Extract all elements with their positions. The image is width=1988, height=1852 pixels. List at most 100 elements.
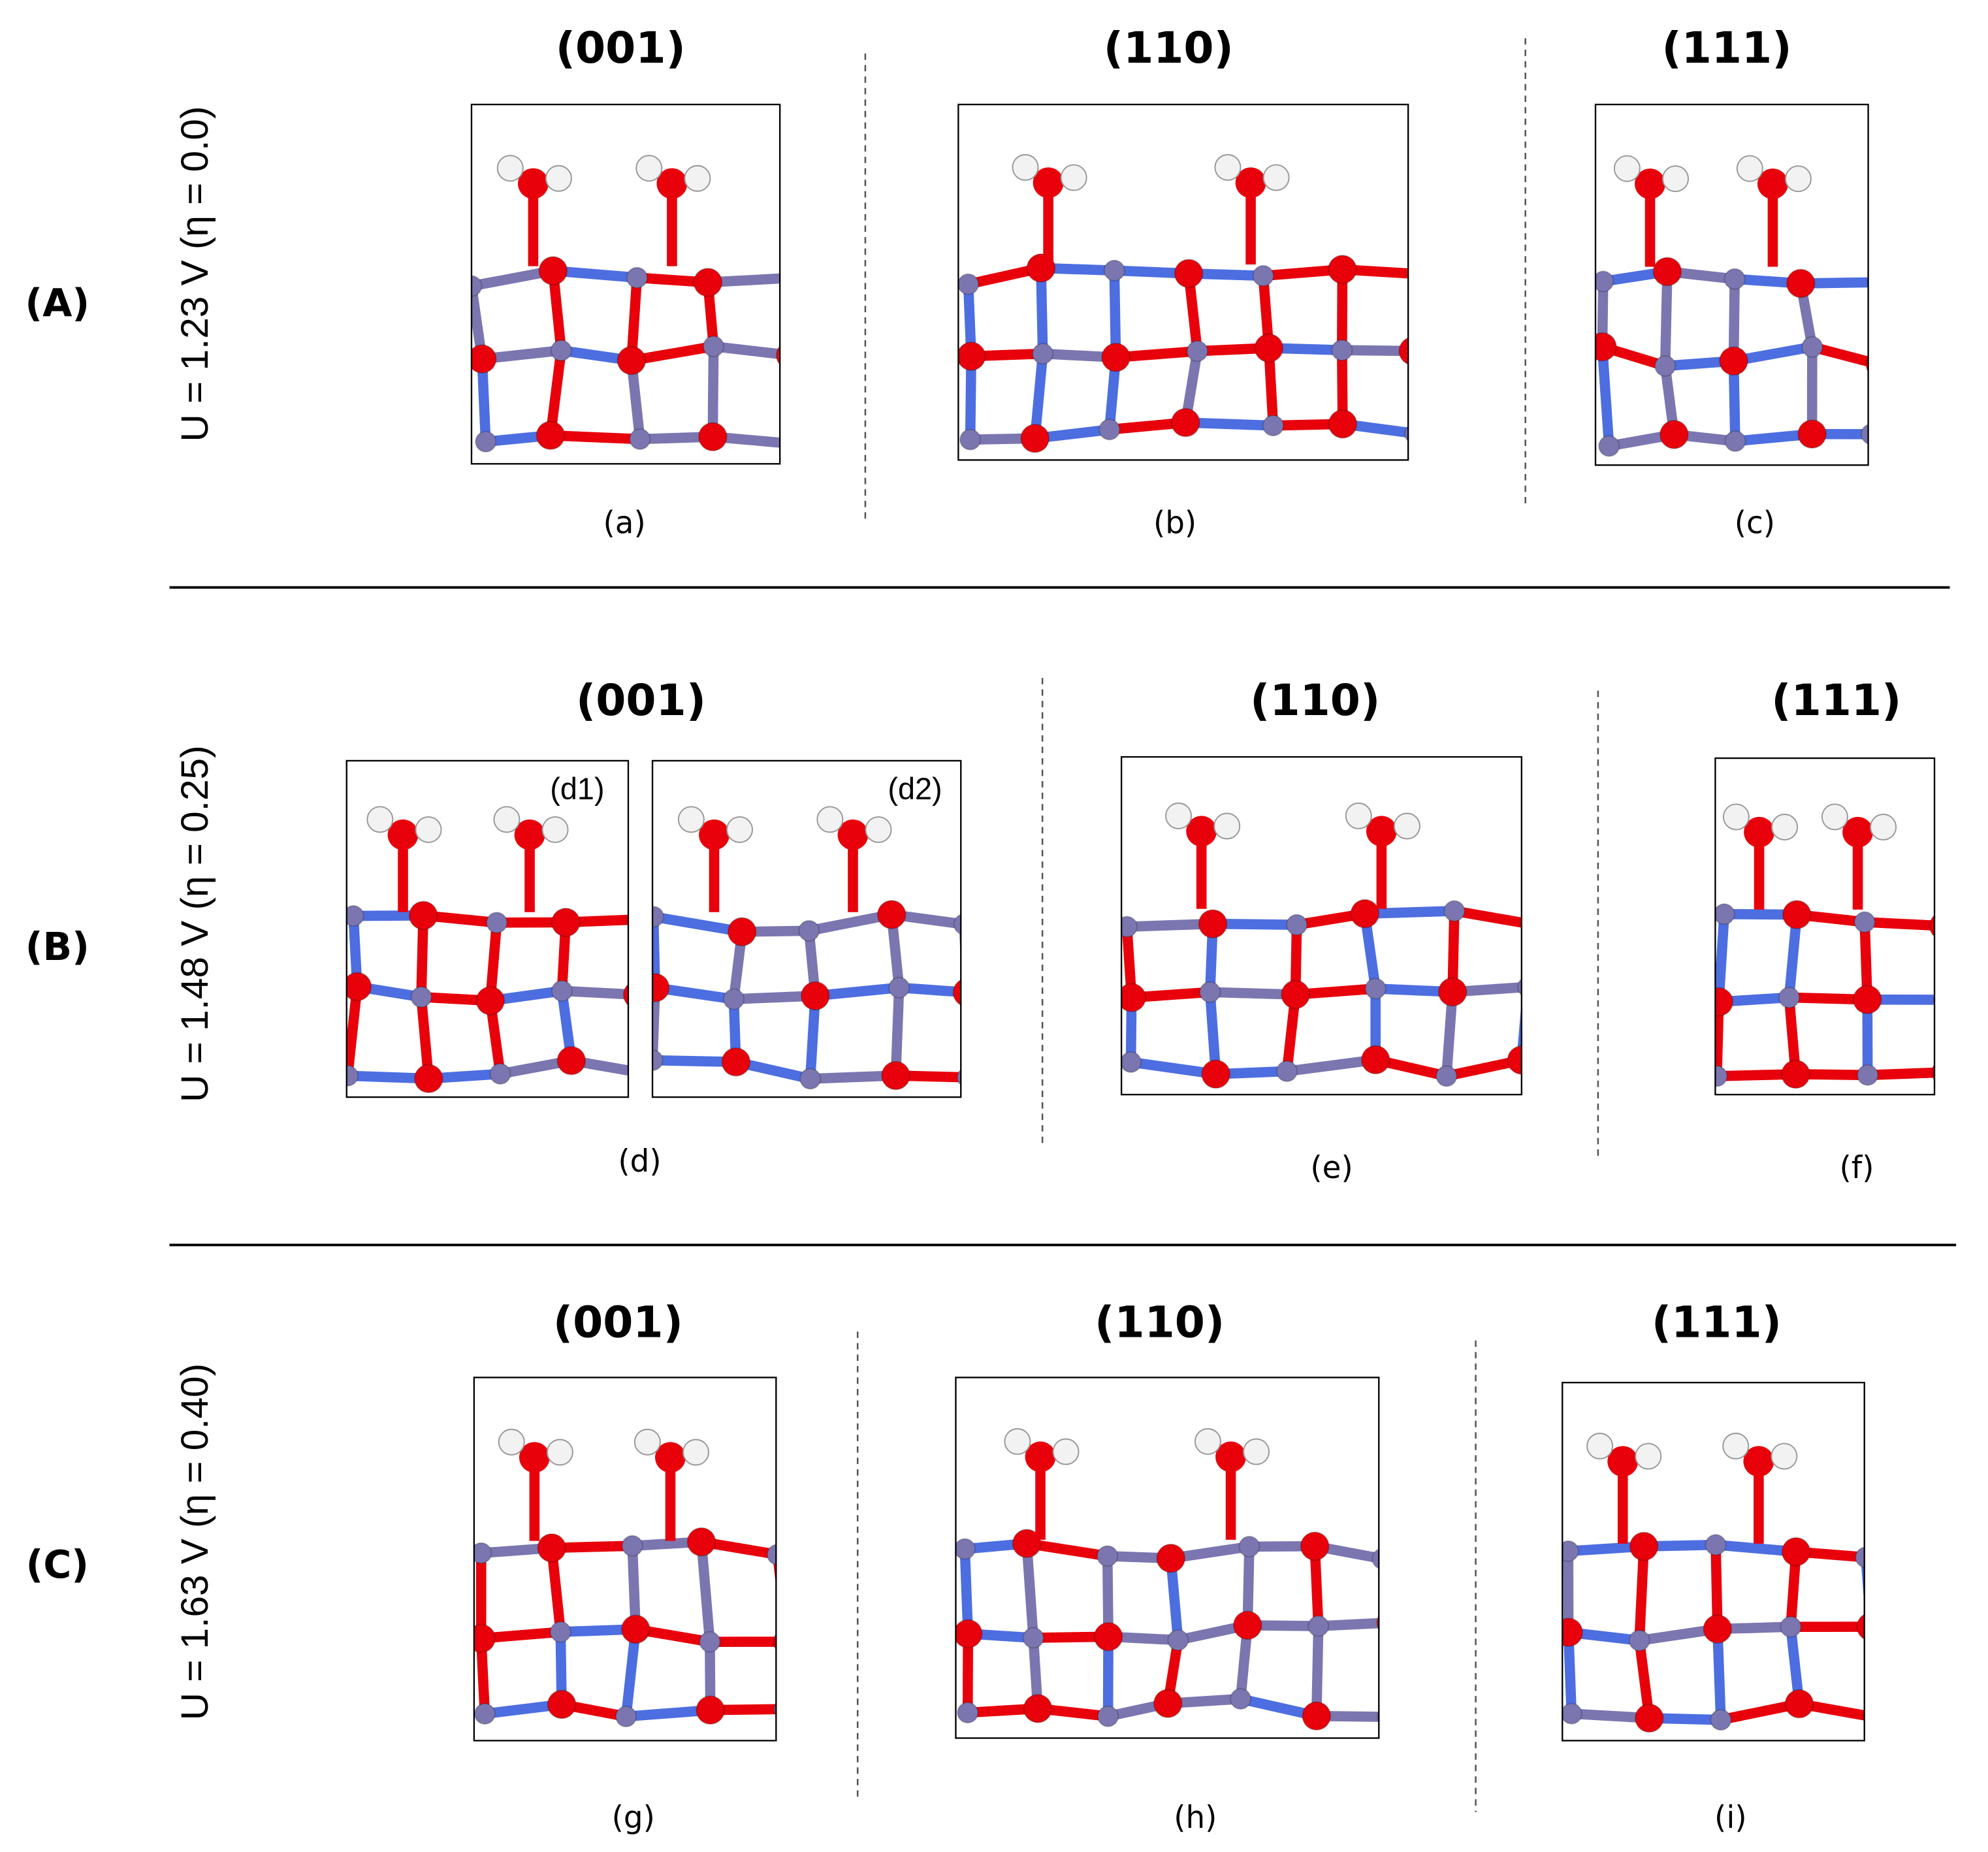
atom: [1443, 900, 1466, 922]
bond: [652, 912, 743, 937]
atom: [366, 806, 394, 833]
panel-caption: (d): [618, 1144, 661, 1179]
structure: [1121, 802, 1522, 1089]
bond: [1109, 270, 1121, 358]
structure: [1715, 803, 1935, 1089]
atom: [1201, 1059, 1231, 1089]
atom: [1404, 425, 1409, 442]
atom: [1703, 1614, 1733, 1644]
bond: [1712, 1629, 1726, 1720]
bond: [545, 349, 567, 436]
atom: [1098, 419, 1121, 441]
atom: [1860, 424, 1868, 445]
atom: [1933, 995, 1935, 1005]
atom: [551, 907, 581, 937]
atom: [1628, 1629, 1650, 1652]
atom: [1214, 153, 1242, 181]
atom: [475, 985, 505, 1015]
atom: [1366, 816, 1397, 847]
panel-heading: (001): [553, 1296, 683, 1347]
atom: [1736, 155, 1763, 182]
atom: [703, 335, 725, 358]
bond: [1407, 351, 1409, 357]
atom: [1437, 977, 1467, 1007]
atom: [686, 1527, 716, 1557]
atom: [519, 1442, 550, 1473]
atom: [1235, 167, 1266, 199]
atom: [1350, 899, 1380, 929]
atom: [837, 819, 869, 850]
atom: [865, 816, 892, 843]
atom: [677, 806, 705, 833]
atom: [621, 1535, 643, 1557]
atom: [1194, 1428, 1221, 1455]
atom: [1629, 1531, 1659, 1561]
atom: [1784, 165, 1812, 193]
atom: [1743, 1446, 1774, 1477]
atom: [1371, 1548, 1379, 1569]
bond: [696, 1541, 715, 1642]
atom: [1722, 1432, 1750, 1460]
atom: [626, 266, 648, 289]
atom: [475, 430, 497, 453]
panel-frame: [345, 759, 630, 1098]
atom: [546, 1439, 573, 1466]
atom: [1634, 1703, 1664, 1733]
atom: [486, 912, 508, 934]
atom: [1198, 909, 1228, 939]
atom: [541, 816, 569, 843]
atom: [622, 983, 628, 1006]
atom: [346, 972, 372, 1002]
bond: [1441, 991, 1458, 1077]
atom: [1262, 164, 1290, 191]
atom: [955, 1538, 976, 1560]
atom: [1778, 986, 1801, 1009]
row-label: (C): [26, 1542, 89, 1587]
bond: [1516, 1000, 1522, 1061]
atom: [536, 421, 566, 451]
atom: [1275, 1060, 1298, 1083]
atom: [1659, 419, 1689, 449]
bond: [346, 986, 362, 1077]
panel-caption: (e): [1310, 1151, 1353, 1186]
bond: [1036, 268, 1048, 354]
bond: [1659, 271, 1673, 366]
atom: [697, 422, 728, 452]
atom: [1595, 332, 1617, 362]
atom: [549, 1621, 571, 1643]
atom: [1719, 346, 1748, 376]
atom: [413, 1064, 443, 1094]
frame-label: (d1): [550, 772, 604, 806]
atom: [629, 909, 649, 929]
bond: [1318, 1618, 1379, 1631]
atom: [773, 1702, 777, 1716]
atom: [473, 1702, 496, 1725]
panel-caption: (h): [1174, 1800, 1217, 1836]
atom: [799, 1068, 822, 1090]
atom: [489, 1062, 511, 1085]
atom: [1360, 1045, 1390, 1075]
atom: [1863, 1712, 1865, 1723]
atom: [1101, 342, 1130, 372]
panel-heading: (111): [1771, 675, 1901, 726]
atom: [1782, 900, 1812, 930]
panel-frame: [957, 103, 1409, 461]
atom: [1032, 343, 1054, 365]
atom: [1867, 277, 1868, 287]
atom: [1156, 1543, 1186, 1573]
panel-caption: (i): [1714, 1800, 1747, 1836]
atom: [781, 268, 801, 288]
atom: [471, 344, 497, 374]
atom: [775, 345, 780, 366]
atom: [1797, 419, 1827, 449]
atom: [959, 428, 982, 451]
atom: [1842, 816, 1873, 848]
atom: [1232, 1610, 1262, 1640]
atom: [1097, 1705, 1119, 1727]
atom: [1507, 1045, 1522, 1075]
atom: [1025, 1441, 1056, 1473]
atom: [1562, 1540, 1579, 1562]
bond: [1866, 419, 1868, 434]
atom: [816, 806, 844, 833]
atom: [1853, 911, 1876, 933]
